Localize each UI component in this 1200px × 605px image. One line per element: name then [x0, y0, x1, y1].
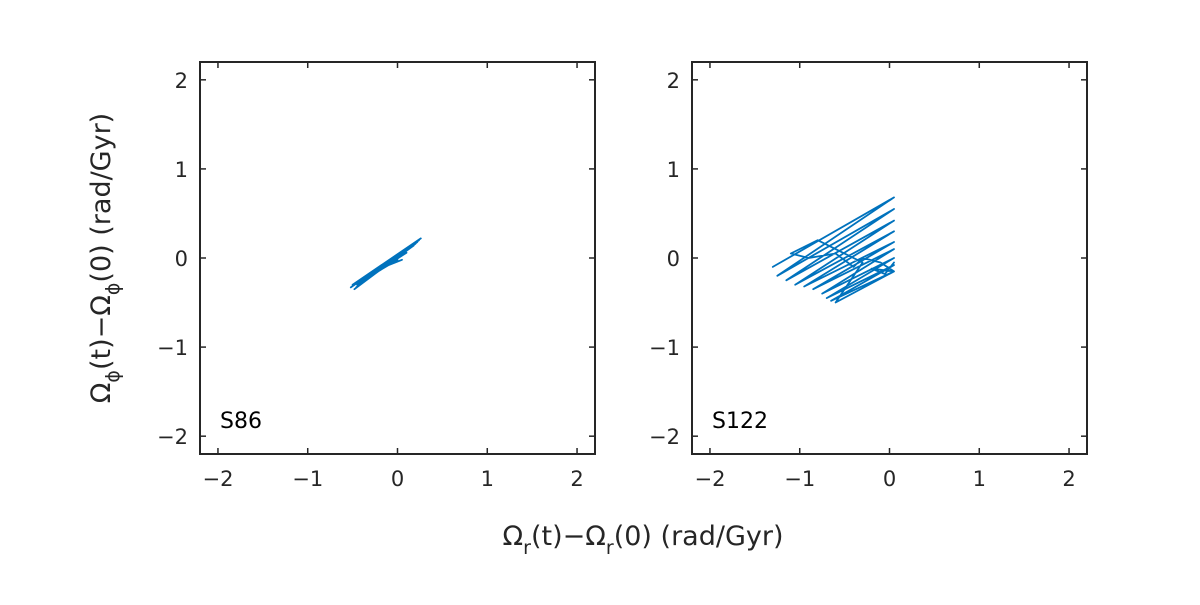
y-axis-title: Ωϕ(t)−Ωϕ(0) (rad/Gyr)	[86, 113, 124, 403]
y-tick-label: 2	[667, 69, 680, 93]
panel-s122: −2 −1 0 1 2 −2 −1 0 1 2 S122	[649, 61, 1088, 491]
axes-frame	[691, 61, 1088, 455]
x-tick-label: 2	[1062, 467, 1075, 491]
x-tick-label: −2	[694, 467, 725, 491]
x-tick-label: −1	[784, 467, 815, 491]
panel-label: S122	[712, 409, 768, 434]
y-tick-label: −1	[157, 336, 188, 360]
y-tick-label: 0	[175, 247, 188, 271]
trajectory-line	[349, 237, 422, 291]
panel-label: S86	[220, 409, 262, 434]
x-tick-label: 0	[883, 467, 896, 491]
x-axis-title: Ωr(t)−Ωr(0) (rad/Gyr)	[503, 521, 784, 559]
x-tick-label: −2	[202, 467, 233, 491]
panel-s86: −2 −1 0 1 2 −2 −1 0 1 2 S86	[157, 61, 596, 491]
x-tick-label: 2	[570, 467, 583, 491]
x-tick-label: 1	[481, 467, 494, 491]
y-tick-label: 0	[667, 247, 680, 271]
y-tick-label: 1	[175, 158, 188, 182]
y-tick-label: 1	[667, 158, 680, 182]
y-tick-label: −2	[157, 425, 188, 449]
y-tick-label: 2	[175, 69, 188, 93]
y-tick-label: −1	[649, 336, 680, 360]
x-tick-label: 1	[973, 467, 986, 491]
x-tick-label: −1	[292, 467, 323, 491]
trajectory-line	[771, 196, 895, 304]
x-tick-label: 0	[391, 467, 404, 491]
y-tick-label: −2	[649, 425, 680, 449]
